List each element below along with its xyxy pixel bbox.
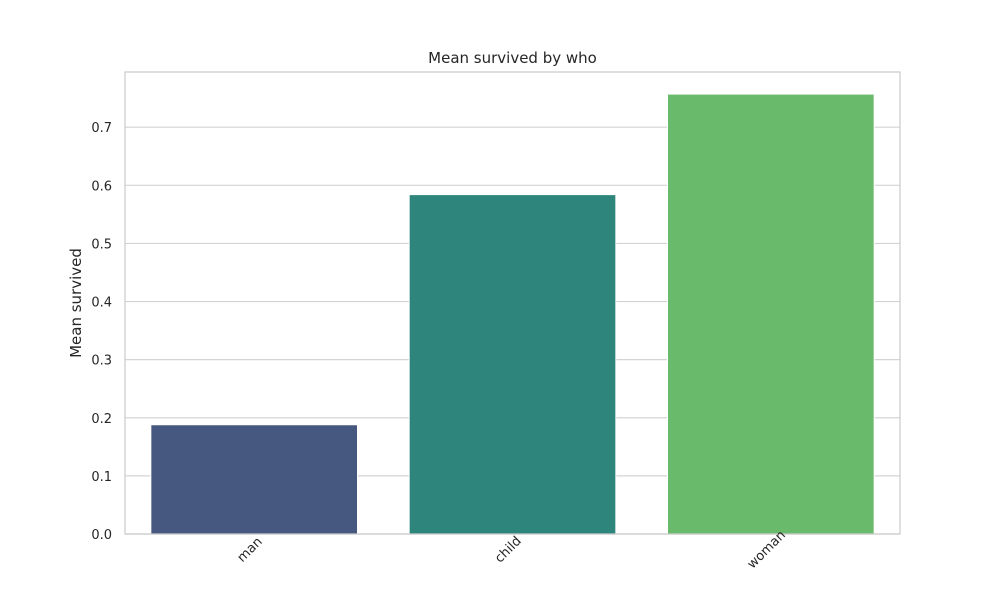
bar-woman — [667, 93, 875, 535]
bar-child — [408, 194, 617, 535]
y-axis-ticks: 0.0 0.1 0.2 0.3 0.4 0.5 0.6 0.7 — [91, 121, 112, 543]
x-tick-label: child — [492, 534, 524, 566]
bars — [150, 93, 875, 535]
x-tick-label: man — [235, 534, 266, 565]
y-tick-label: 0.1 — [91, 470, 112, 485]
y-axis-label: Mean survived — [67, 248, 85, 358]
y-tick-label: 0.4 — [91, 296, 112, 311]
y-tick-label: 0.6 — [91, 179, 112, 194]
y-tick-label: 0.0 — [91, 528, 112, 543]
chart-title: Mean survived by who — [428, 49, 597, 67]
y-tick-label: 0.3 — [91, 354, 112, 369]
y-tick-label: 0.2 — [91, 412, 112, 427]
plot-frame — [124, 71, 901, 535]
y-tick-label: 0.7 — [91, 121, 112, 136]
y-tick-label: 0.5 — [91, 237, 112, 252]
bar-man — [150, 424, 358, 535]
